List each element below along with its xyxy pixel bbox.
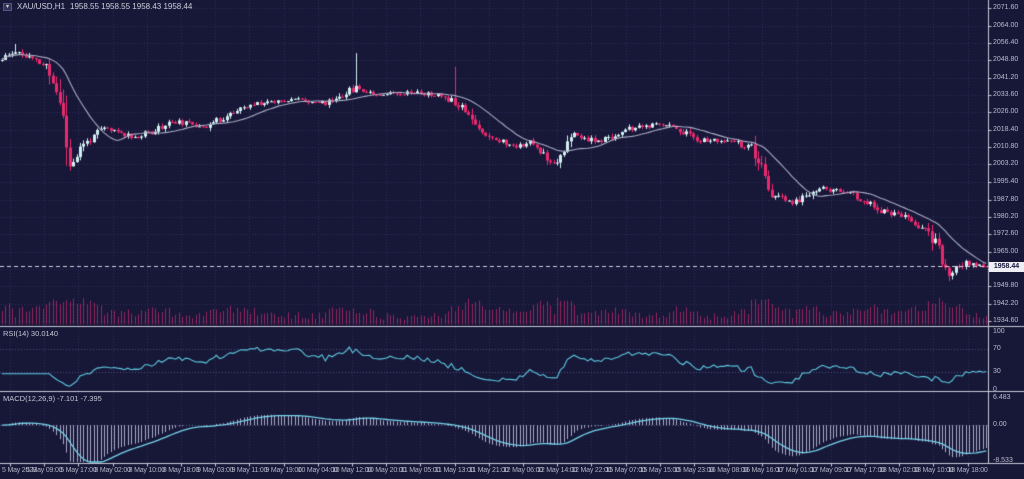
trading-chart-window: ▾ XAU/USD,H1 1958.55 1958.55 1958.43 195… bbox=[0, 0, 1024, 479]
chart-canvas[interactable] bbox=[0, 0, 1024, 479]
